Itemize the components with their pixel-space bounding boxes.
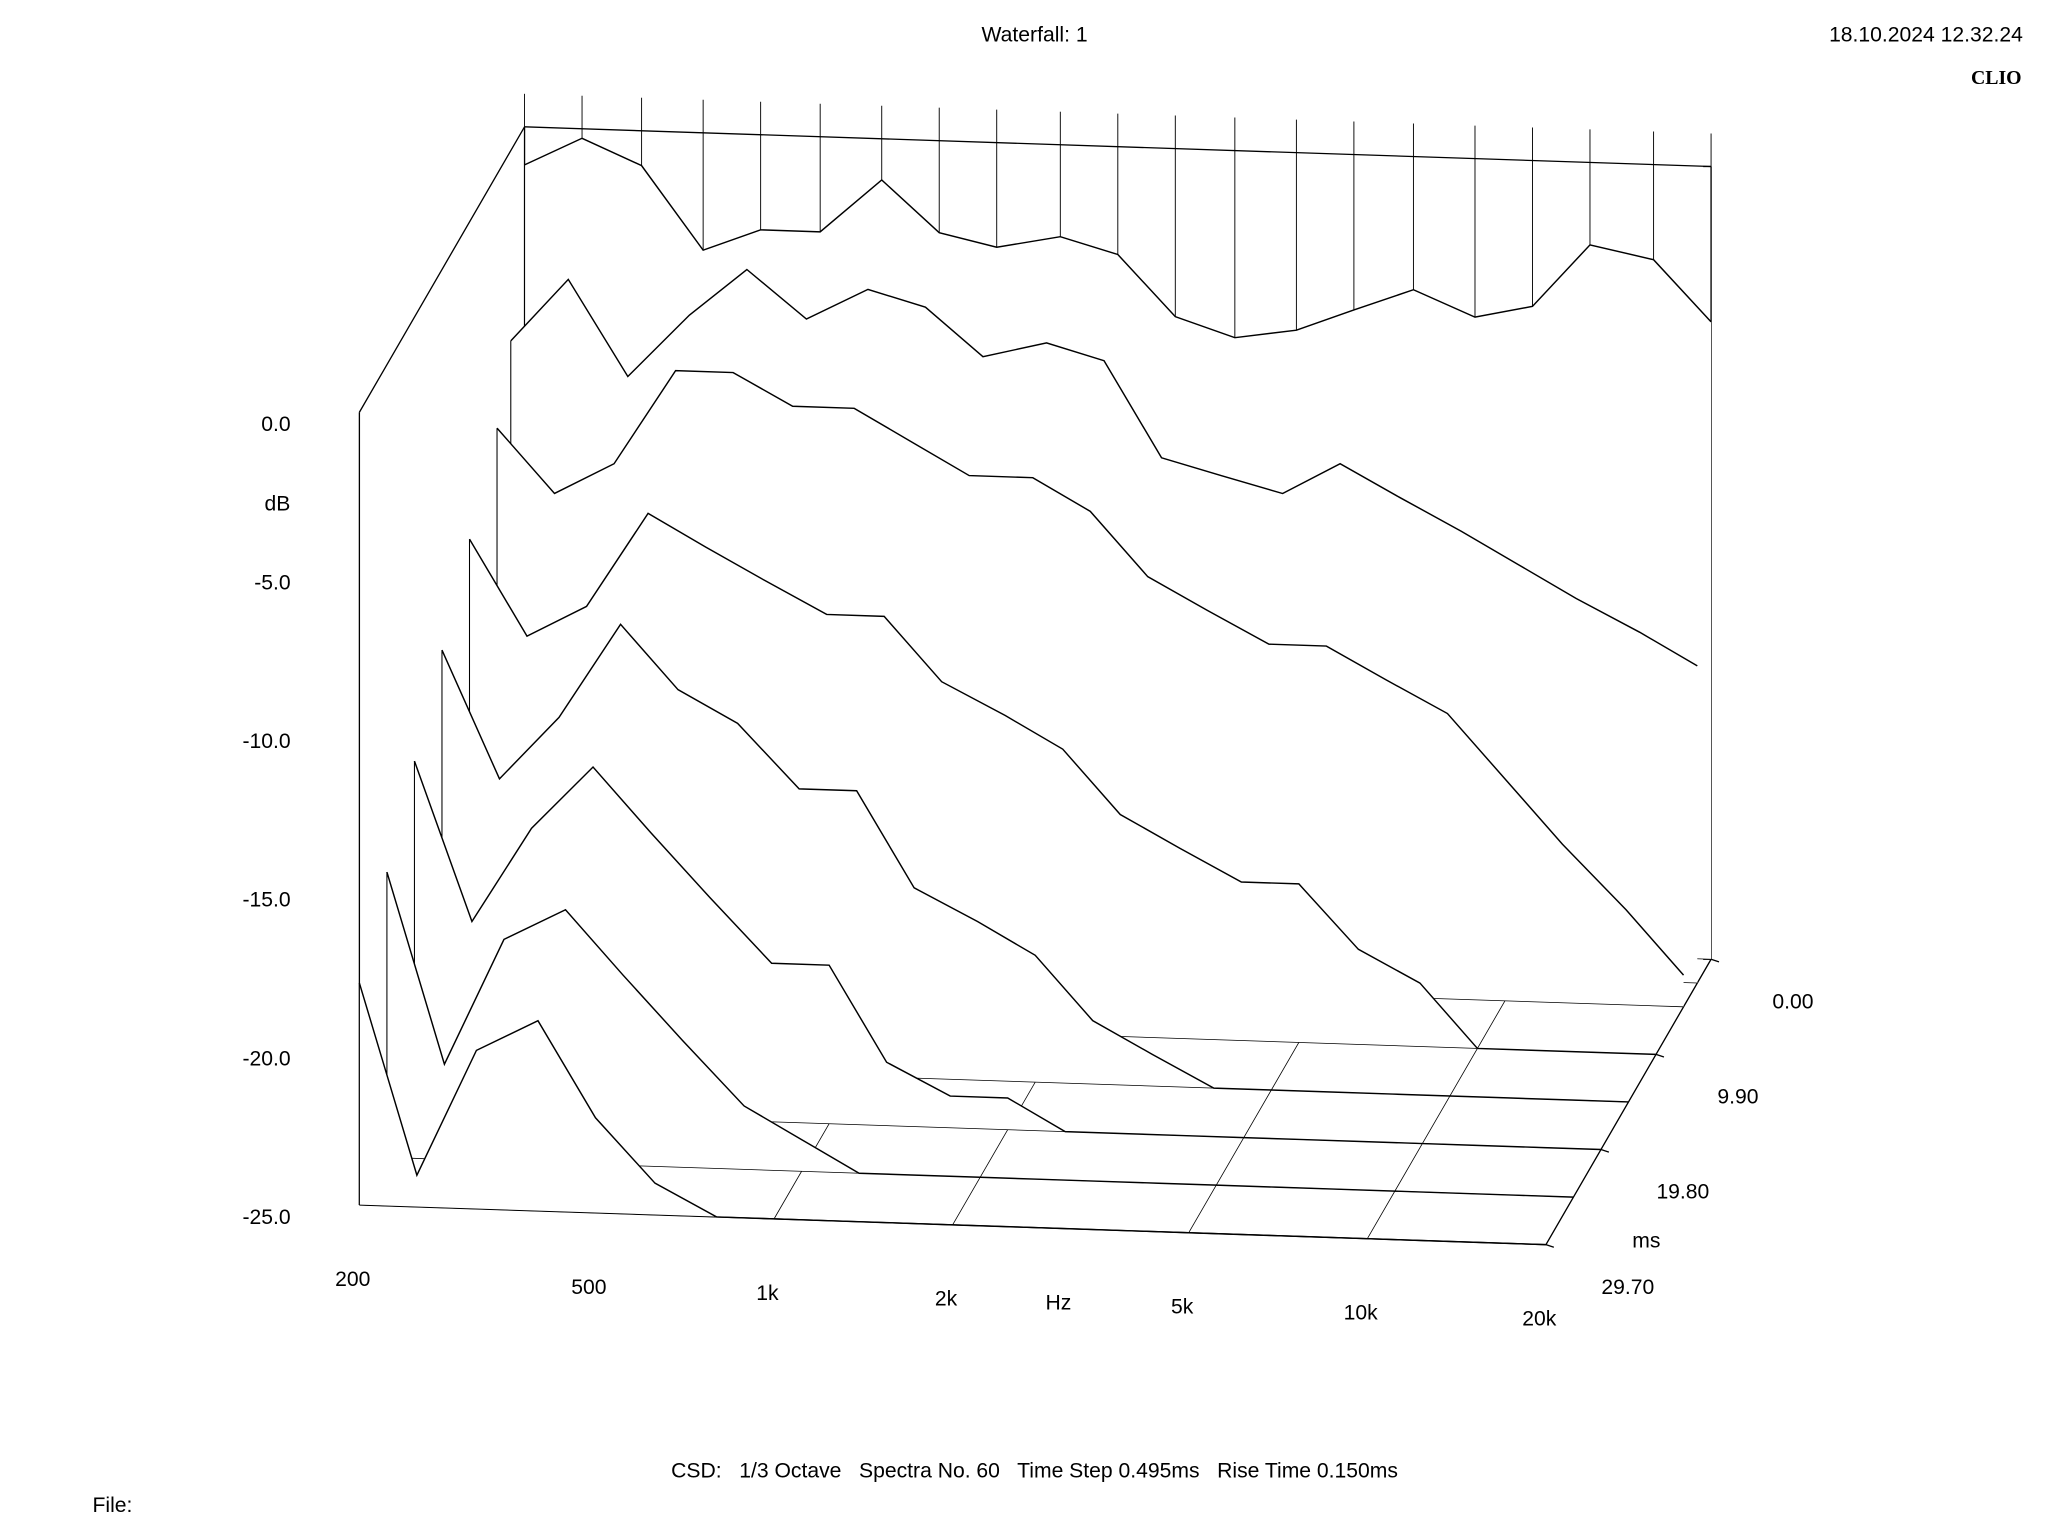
x-tick-label: 10k xyxy=(1344,1302,1378,1325)
spectrum-line xyxy=(468,512,1657,1056)
spectrum xyxy=(358,982,1546,1246)
spectrum-line xyxy=(441,623,1629,1103)
z-tick-label: 9.90 xyxy=(1717,1086,1758,1109)
spectrum-line xyxy=(386,871,1574,1198)
x-tick-label: 20k xyxy=(1522,1308,1556,1331)
y-tick-label: -10.0 xyxy=(243,730,291,753)
spectrum-fill xyxy=(414,761,1601,1150)
z-tick-label: 19.80 xyxy=(1656,1181,1709,1204)
x-tick-label: 5k xyxy=(1171,1296,1194,1319)
spectrum-line xyxy=(358,982,1546,1246)
spectrum-line xyxy=(524,137,1712,339)
spectrum-fill xyxy=(386,872,1574,1198)
z-tick-label: 29.70 xyxy=(1601,1276,1654,1299)
x-axis-label: Hz xyxy=(1045,1292,1071,1315)
z-tick-mark xyxy=(1655,1053,1665,1058)
x-tick-label: 500 xyxy=(571,1276,606,1299)
spectrum-line xyxy=(496,369,1685,976)
y-tick-label: 0.0 xyxy=(261,413,290,436)
timestamp: 18.10.2024 12.32.24 xyxy=(1829,23,2023,46)
y-tick-label: -25.0 xyxy=(243,1206,291,1229)
y-axis-label: dB xyxy=(265,492,291,515)
brand: CLIO xyxy=(1971,67,2022,89)
spectrum-line xyxy=(413,760,1601,1151)
z-axis-label: ms xyxy=(1632,1230,1660,1253)
frame-edge xyxy=(358,126,526,413)
x-tick-label: 200 xyxy=(335,1268,370,1291)
x-tick-label: 2k xyxy=(935,1288,958,1311)
y-tick-label: -5.0 xyxy=(254,572,290,595)
chart-title: Waterfall: 1 xyxy=(982,23,1088,46)
spectrum-line xyxy=(510,268,1698,667)
z-tick-mark xyxy=(1600,1148,1610,1153)
z-tick-mark xyxy=(1545,1244,1555,1248)
y-tick-label: -15.0 xyxy=(243,889,291,912)
footer-settings: CSD: 1/3 Octave Spectra No. 60 Time Step… xyxy=(671,1459,1398,1482)
z-tick-label: 0.00 xyxy=(1772,990,1813,1013)
x-tick-label: 1k xyxy=(756,1282,779,1305)
y-tick-label: -20.0 xyxy=(243,1047,291,1070)
z-tick-mark xyxy=(1710,958,1720,963)
file-label: File: xyxy=(92,1494,132,1517)
